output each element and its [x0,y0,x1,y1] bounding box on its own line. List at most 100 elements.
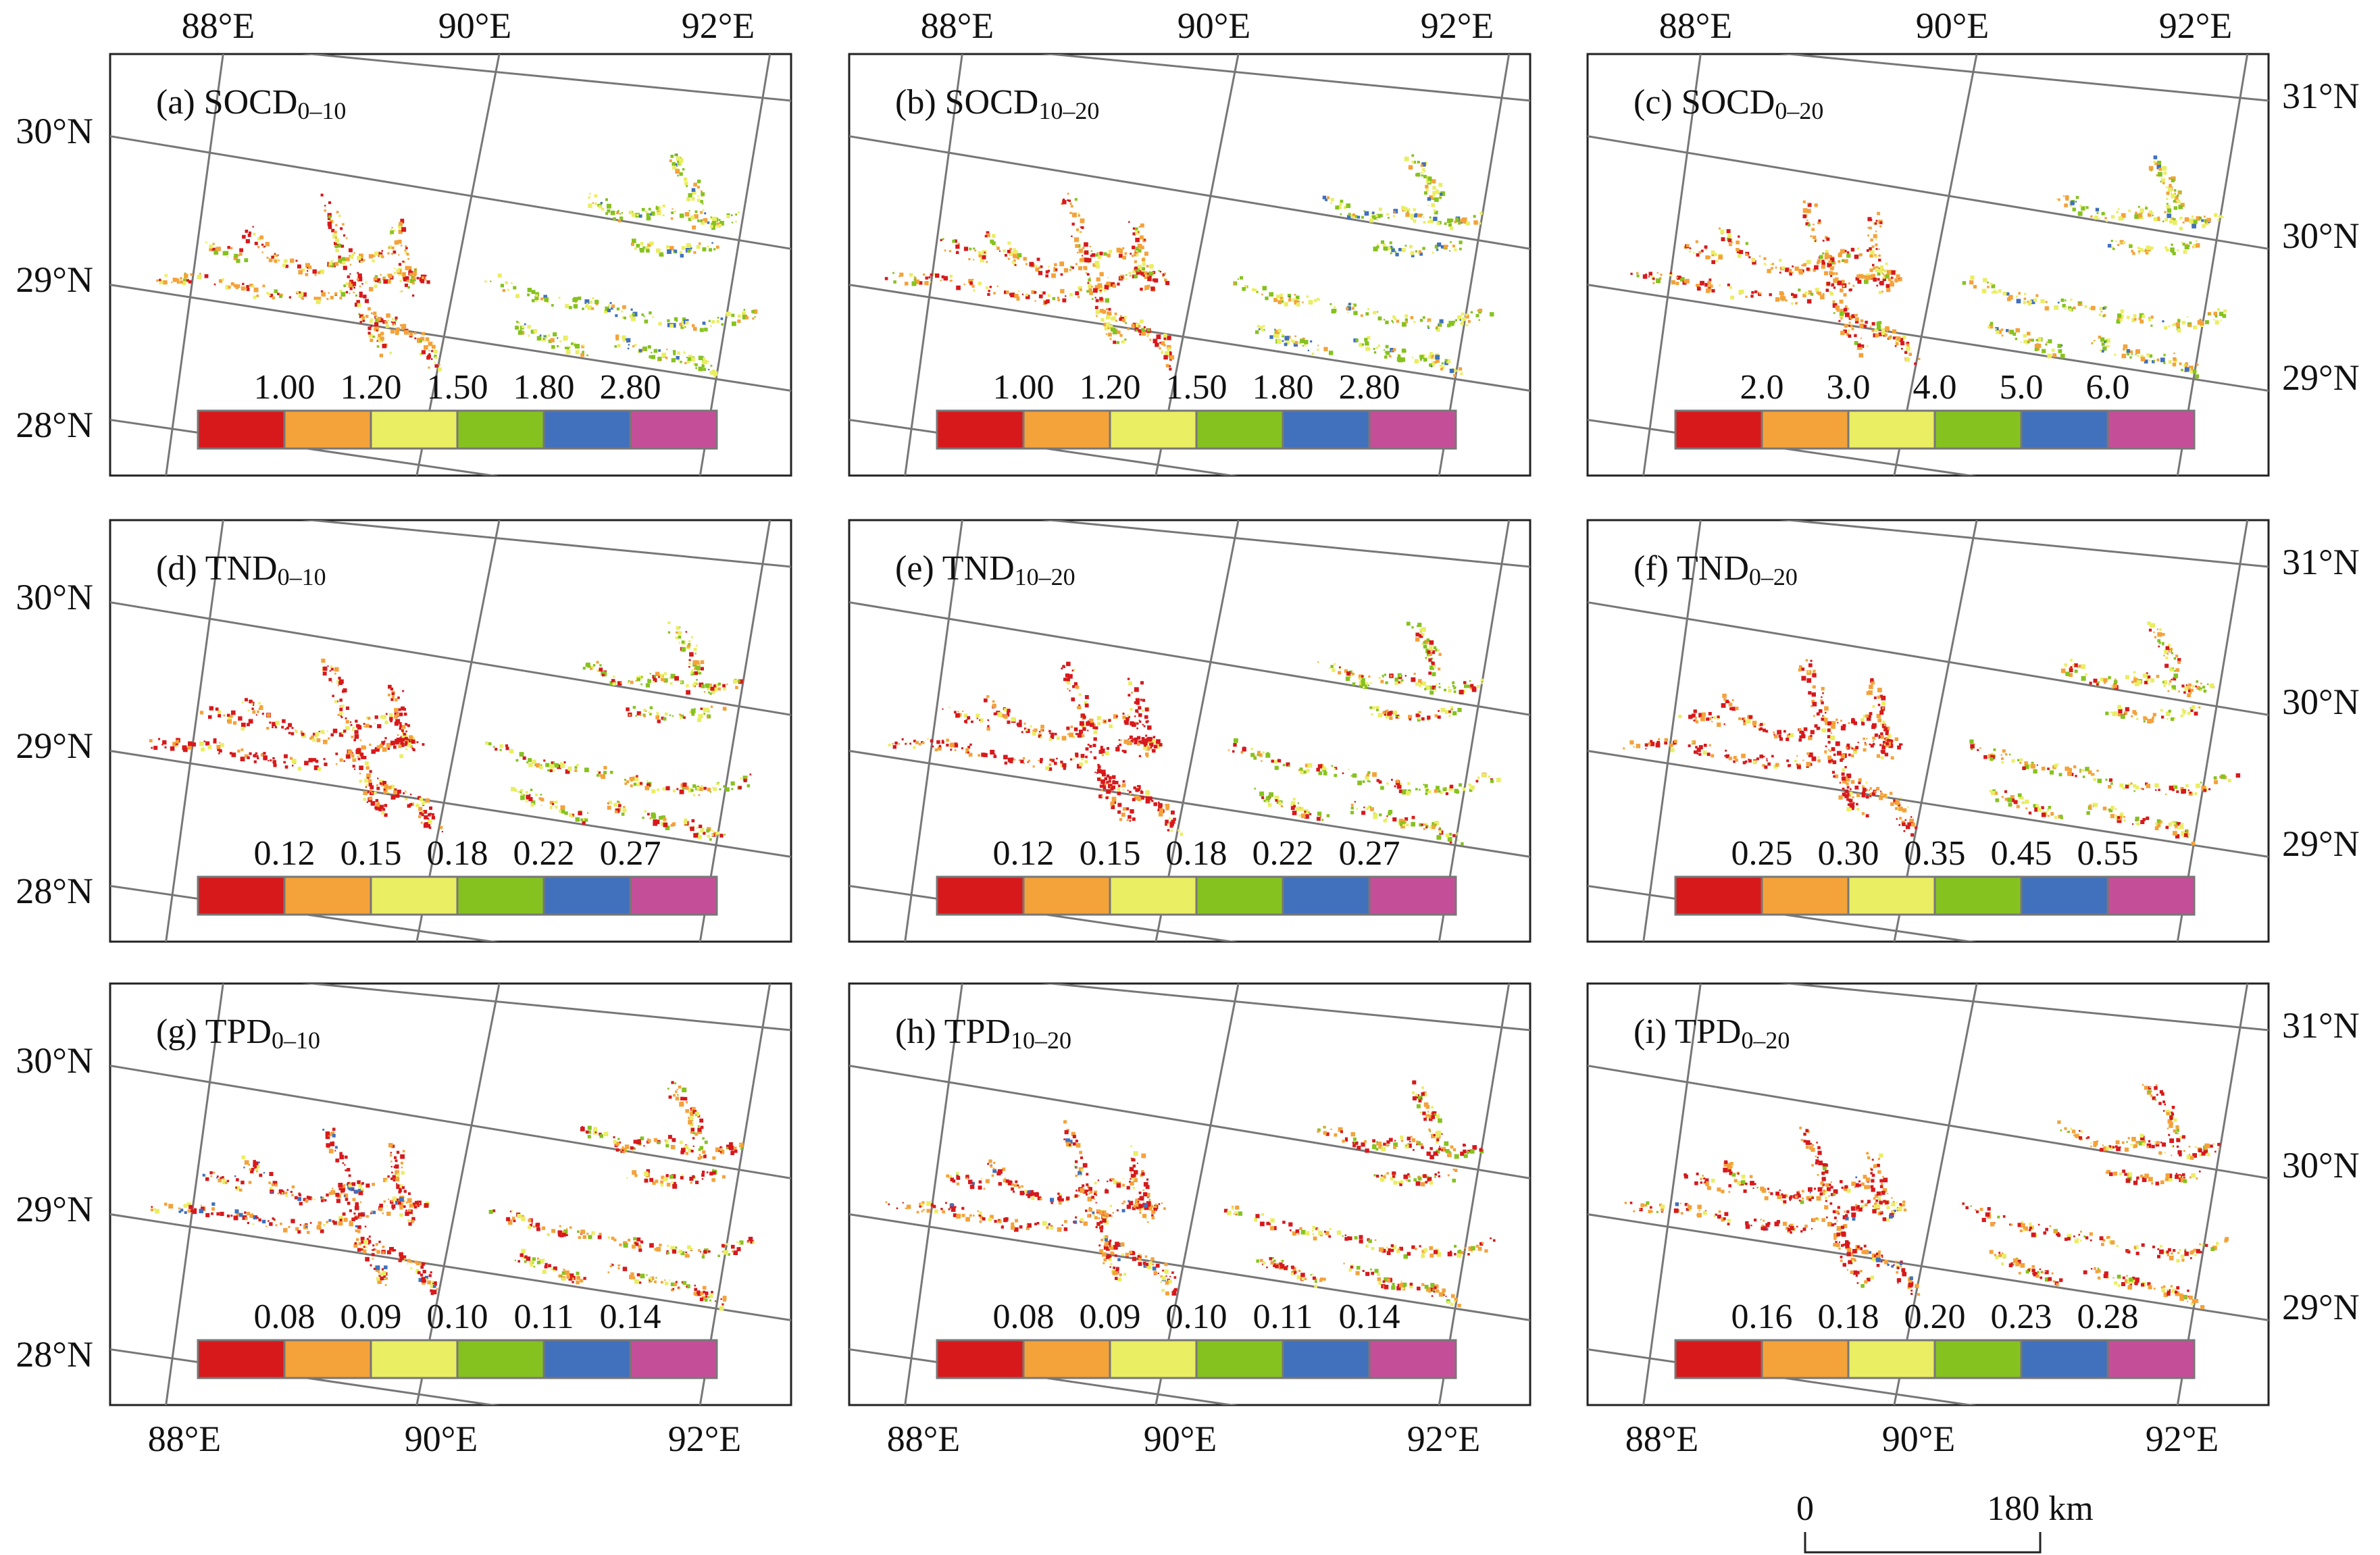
point [1847,308,1849,310]
point [1008,257,1010,260]
point [490,280,492,282]
point [2036,764,2038,766]
point [1367,347,1371,351]
point [1691,713,1696,718]
point [1854,314,1856,317]
point [249,284,252,287]
point [513,788,517,792]
point [738,211,740,213]
point [184,274,188,278]
point [500,284,504,288]
point [1413,219,1417,223]
point [1792,265,1794,267]
point [351,281,357,286]
point [937,746,942,751]
point [1813,669,1816,673]
point [1286,762,1290,767]
point [1044,301,1048,305]
point [1273,298,1278,303]
point [1694,719,1697,721]
point [1881,272,1883,274]
point [1251,288,1255,291]
point [2207,311,2211,316]
point [328,225,332,229]
point [342,223,345,226]
point [2169,177,2171,180]
point [404,736,408,740]
point [369,770,372,773]
point [1034,300,1036,302]
point [405,748,408,750]
point [735,220,737,223]
point [2220,320,2222,322]
point [391,253,393,255]
point [1856,802,1858,806]
point [322,671,327,675]
point [2203,788,2207,792]
point [2016,299,2021,304]
point [2213,311,2218,316]
point [2188,687,2191,690]
point [1048,730,1051,733]
point [530,330,534,333]
point [1427,327,1429,329]
point [1003,755,1008,760]
point [1842,780,1845,784]
point [956,285,961,290]
point [1163,337,1167,340]
point [1439,197,1442,199]
point [1282,340,1284,342]
point [1821,717,1824,721]
point [351,754,355,758]
point [328,201,332,205]
point [1263,325,1265,328]
point [1827,721,1832,725]
point [1100,789,1103,792]
point [1456,790,1459,794]
point [1104,285,1109,290]
point [930,739,934,743]
point [913,746,916,749]
point [1032,765,1035,768]
point [1096,772,1098,774]
point [251,703,253,705]
point [1153,744,1158,748]
point [1437,243,1442,247]
point [2070,773,2074,776]
point [1724,755,1726,757]
point [159,280,163,284]
point [412,271,417,276]
point [1128,715,1130,718]
point [1005,290,1009,294]
point [424,274,427,277]
point [1458,222,1461,225]
point [2095,207,2100,211]
point [1839,251,1842,255]
point [1250,748,1253,750]
point [1864,743,1867,746]
point [1282,334,1284,338]
point [1865,782,1868,784]
point [1421,627,1426,632]
point [1915,826,1917,830]
point [1446,359,1451,363]
point [282,263,286,267]
point [624,316,626,320]
parallel-line [110,135,791,250]
point [1011,757,1014,761]
point [905,742,907,745]
point [1164,272,1167,275]
point [1849,791,1853,795]
point [1361,343,1365,346]
point [2100,311,2102,313]
point [1132,817,1136,821]
point [1366,682,1369,685]
point [1116,341,1119,345]
point [1435,355,1440,360]
point [670,155,674,158]
point [2085,673,2087,675]
point [359,291,363,295]
point [700,667,704,671]
point [1079,721,1084,726]
point [226,713,230,717]
